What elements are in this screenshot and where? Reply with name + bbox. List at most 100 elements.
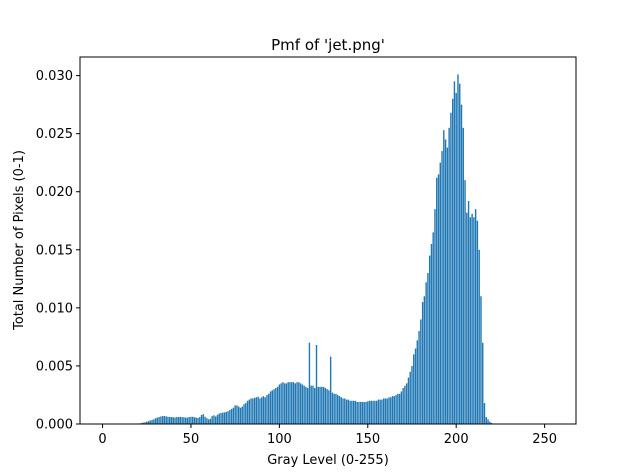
bar-134 bbox=[338, 396, 341, 424]
bar-175 bbox=[411, 365, 413, 424]
bar-188 bbox=[434, 209, 436, 424]
bar-203 bbox=[460, 104, 463, 425]
bar-32 bbox=[158, 417, 160, 424]
bar-114 bbox=[303, 385, 305, 424]
bar-100 bbox=[278, 384, 281, 424]
bar-27 bbox=[149, 420, 151, 424]
bar-82 bbox=[246, 400, 249, 424]
bar-142 bbox=[352, 400, 355, 424]
bar-77 bbox=[238, 406, 240, 424]
bar-92 bbox=[264, 397, 266, 424]
bar-120 bbox=[314, 388, 316, 424]
bar-88 bbox=[257, 396, 259, 424]
bar-170 bbox=[402, 388, 404, 424]
bar-200 bbox=[455, 93, 457, 424]
bar-98 bbox=[275, 388, 277, 424]
x-tick-label: 100 bbox=[267, 432, 292, 447]
bar-97 bbox=[273, 389, 275, 424]
bar-140 bbox=[349, 400, 351, 424]
bar-110 bbox=[296, 382, 298, 424]
bar-121 bbox=[315, 345, 318, 424]
bar-118 bbox=[310, 385, 312, 424]
bar-61 bbox=[209, 418, 212, 424]
bar-74 bbox=[232, 407, 235, 424]
bar-52 bbox=[193, 417, 196, 424]
bar-214 bbox=[480, 296, 482, 424]
bar-71 bbox=[227, 411, 229, 424]
x-tick-label: 250 bbox=[532, 432, 557, 447]
bar-164 bbox=[391, 396, 394, 424]
bar-63 bbox=[213, 415, 215, 424]
bar-26 bbox=[147, 421, 150, 424]
bar-104 bbox=[285, 383, 288, 424]
bar-62 bbox=[211, 416, 213, 424]
bar-113 bbox=[301, 384, 304, 424]
bar-51 bbox=[192, 416, 194, 424]
bar-60 bbox=[207, 419, 210, 424]
bar-132 bbox=[335, 393, 337, 424]
bar-143 bbox=[354, 400, 357, 424]
bar-57 bbox=[202, 414, 205, 424]
bar-68 bbox=[222, 412, 224, 424]
bar-80 bbox=[243, 404, 245, 424]
bar-157 bbox=[379, 399, 381, 424]
x-tick-label: 150 bbox=[355, 432, 380, 447]
bar-204 bbox=[462, 127, 464, 424]
bar-34 bbox=[161, 416, 164, 424]
bar-55 bbox=[199, 417, 201, 424]
bar-137 bbox=[344, 398, 346, 424]
bar-84 bbox=[250, 398, 252, 424]
bar-154 bbox=[374, 400, 376, 424]
bar-149 bbox=[365, 401, 367, 424]
bar-172 bbox=[405, 383, 408, 424]
bar-35 bbox=[163, 416, 166, 424]
bar-169 bbox=[400, 391, 403, 424]
bar-173 bbox=[407, 377, 410, 424]
bar-116 bbox=[306, 388, 309, 424]
bar-44 bbox=[179, 416, 182, 424]
bar-107 bbox=[291, 382, 293, 424]
bar-211 bbox=[474, 209, 477, 424]
bar-131 bbox=[333, 393, 335, 424]
bar-85 bbox=[252, 398, 254, 424]
bar-163 bbox=[390, 397, 392, 424]
bar-106 bbox=[289, 382, 291, 424]
bar-65 bbox=[216, 414, 219, 424]
bar-139 bbox=[347, 399, 350, 424]
bar-129 bbox=[329, 356, 332, 424]
bar-183 bbox=[425, 282, 427, 424]
bar-201 bbox=[457, 74, 459, 425]
bar-47 bbox=[184, 417, 187, 424]
bar-75 bbox=[234, 405, 236, 424]
bar-162 bbox=[388, 397, 390, 424]
bar-166 bbox=[395, 394, 397, 424]
bar-122 bbox=[317, 386, 319, 424]
plot-frame bbox=[79, 56, 577, 425]
bar-99 bbox=[276, 386, 279, 424]
bar-180 bbox=[420, 319, 422, 424]
bar-31 bbox=[156, 417, 159, 424]
bar-141 bbox=[351, 400, 353, 424]
bar-161 bbox=[386, 398, 388, 424]
bar-89 bbox=[259, 398, 261, 424]
bar-184 bbox=[427, 273, 429, 424]
bar-108 bbox=[292, 382, 295, 424]
bar-48 bbox=[186, 417, 189, 424]
bar-125 bbox=[322, 386, 325, 424]
bar-28 bbox=[151, 419, 153, 424]
bar-45 bbox=[181, 417, 183, 424]
bar-50 bbox=[190, 416, 192, 424]
bar-94 bbox=[268, 393, 270, 424]
bar-105 bbox=[287, 382, 289, 424]
bar-195 bbox=[446, 147, 449, 424]
bar-177 bbox=[414, 348, 417, 424]
bar-165 bbox=[393, 396, 396, 424]
bar-199 bbox=[453, 81, 456, 424]
x-tick-label: 50 bbox=[183, 432, 200, 447]
bar-109 bbox=[294, 383, 296, 424]
y-axis-label: Total Number of Pixels (0-1) bbox=[12, 150, 27, 331]
bar-119 bbox=[312, 385, 314, 424]
bar-81 bbox=[245, 403, 247, 424]
bar-96 bbox=[271, 390, 273, 424]
bar-53 bbox=[195, 417, 197, 424]
